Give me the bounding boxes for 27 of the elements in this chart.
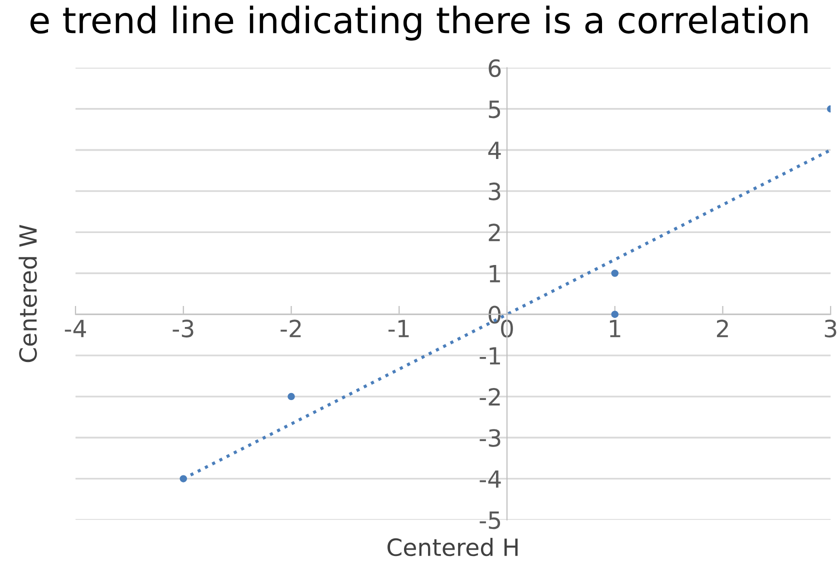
- point: [288, 392, 295, 400]
- x-tick-label: -2: [280, 320, 301, 338]
- y-tick-label: 6: [488, 59, 501, 78]
- x-axis-title: Centered H: [388, 538, 518, 556]
- x-tick-label: -1: [388, 320, 409, 338]
- y-tick-label: 0: [488, 306, 501, 324]
- y-tick-label: -4: [480, 470, 501, 488]
- point: [611, 270, 619, 277]
- y-tick-label: -5: [480, 512, 500, 530]
- x-tick-label: -3: [172, 320, 194, 338]
- y-tick-label: -2: [480, 388, 500, 406]
- point: [180, 475, 188, 482]
- y-tick-label: 5: [488, 100, 500, 118]
- y-tick-label: 2: [488, 224, 500, 242]
- y-tick-label: 1: [490, 265, 500, 282]
- y-axis-title: Centered W: [18, 224, 37, 362]
- x-tick-label: -4: [64, 320, 86, 338]
- point: [611, 310, 619, 318]
- y-tick-label: -3: [480, 429, 500, 447]
- chart-title: e trend line indicating there is a correlation: [30, 6, 808, 41]
- y-tick-label: 4: [488, 142, 501, 159]
- x-tick-label: 3: [824, 320, 836, 338]
- x-tick-label: 0: [501, 320, 513, 338]
- y-tick-label: 3: [488, 182, 500, 200]
- y-tick-label: -1: [480, 347, 500, 364]
- x-tick-label: 2: [716, 320, 728, 338]
- x-tick-label: 1: [610, 320, 620, 338]
